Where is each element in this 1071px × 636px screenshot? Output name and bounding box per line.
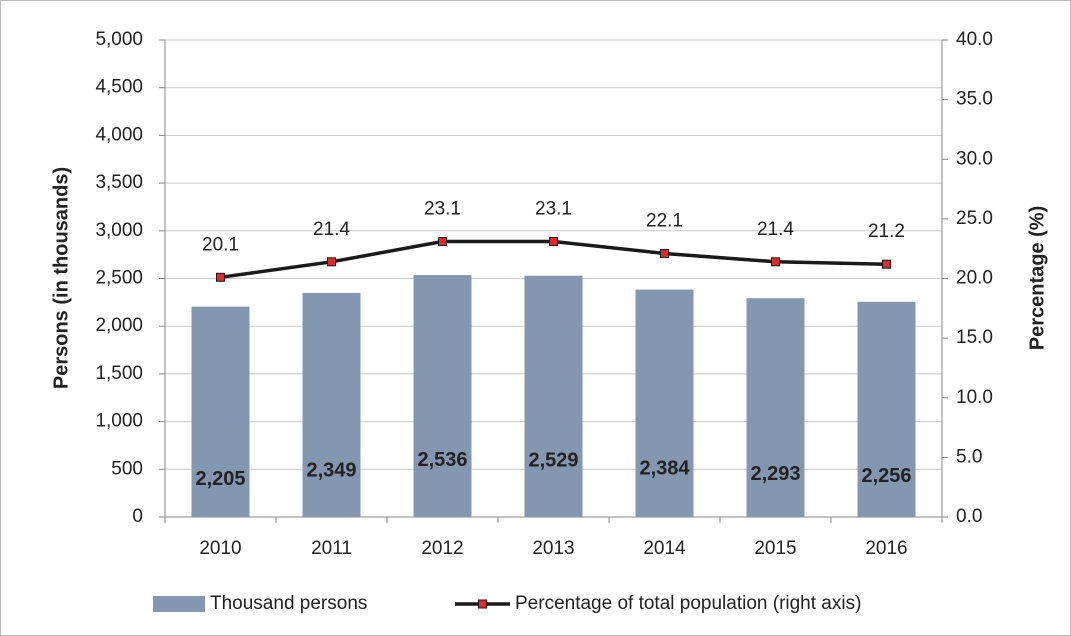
- bar: [857, 301, 916, 517]
- line-value-label: 21.4: [313, 219, 350, 240]
- line-value-label: 23.1: [424, 199, 461, 220]
- line-marker: [216, 272, 225, 282]
- y-axis-title: Persons (in thousands): [50, 167, 72, 389]
- legend-label: Percentage of total population (right ax…: [515, 593, 861, 614]
- line-marker: [549, 237, 558, 247]
- x-tick-label: 2011: [311, 538, 352, 559]
- bar-value-label: 2,349: [306, 460, 356, 482]
- y-tick-label: 1,000: [95, 411, 143, 432]
- y-tick-label: 2,000: [95, 315, 143, 336]
- line-value-label: 21.2: [868, 221, 905, 242]
- y2-tick-label: 15.0: [956, 327, 993, 348]
- y-tick-label: 3,500: [95, 172, 143, 193]
- x-tick-label: 2013: [532, 538, 574, 559]
- legend-swatch: [153, 596, 205, 612]
- bar-value-label: 2,529: [528, 449, 578, 471]
- x-tick-label: 2012: [421, 538, 463, 559]
- y2-tick-label: 35.0: [956, 89, 993, 110]
- x-tick-label: 2015: [754, 538, 796, 559]
- bar: [635, 289, 694, 517]
- y2-axis-title: Percentage (%): [1026, 206, 1048, 351]
- bar-value-label: 2,293: [750, 463, 800, 485]
- line-marker: [771, 257, 780, 267]
- y2-tick-label: 0.0: [956, 506, 982, 527]
- line-marker: [438, 237, 447, 247]
- line-value-label: 22.1: [646, 210, 683, 231]
- y2-tick-label: 10.0: [956, 387, 993, 408]
- bar-value-label: 2,536: [417, 449, 467, 471]
- x-tick-label: 2016: [865, 538, 907, 559]
- bar: [746, 298, 805, 517]
- y-tick-label: 4,500: [95, 77, 143, 98]
- line-marker: [327, 257, 336, 267]
- legend-label: Thousand persons: [210, 593, 367, 614]
- bar: [524, 275, 583, 517]
- y-tick-label: 5,000: [95, 29, 143, 50]
- y2-tick-label: 30.0: [956, 148, 993, 169]
- y-tick-label: 0: [132, 506, 143, 527]
- y2-tick-label: 25.0: [956, 208, 993, 229]
- y-tick-label: 3,000: [95, 220, 143, 241]
- bar-value-label: 2,384: [639, 458, 690, 480]
- y-tick-label: 2,500: [95, 268, 143, 289]
- y-tick-label: 4,000: [95, 124, 143, 145]
- bar-value-label: 2,256: [861, 465, 911, 487]
- line-value-label: 23.1: [535, 199, 572, 220]
- x-tick-label: 2014: [643, 538, 686, 559]
- bar: [413, 275, 472, 517]
- y-tick-label: 1,500: [95, 363, 143, 384]
- y2-tick-label: 20.0: [956, 268, 993, 289]
- legend-swatch-marker: [478, 599, 487, 609]
- y2-tick-label: 5.0: [956, 446, 982, 467]
- bar: [191, 306, 250, 517]
- line-value-label: 21.4: [757, 219, 794, 240]
- line-marker: [882, 259, 891, 269]
- bar-value-label: 2,205: [195, 468, 245, 490]
- y-tick-label: 500: [111, 458, 143, 479]
- line-marker: [660, 248, 669, 258]
- bar: [302, 292, 361, 517]
- x-tick-label: 2010: [199, 538, 241, 559]
- line-value-label: 20.1: [202, 234, 239, 255]
- y2-tick-label: 40.0: [956, 29, 993, 50]
